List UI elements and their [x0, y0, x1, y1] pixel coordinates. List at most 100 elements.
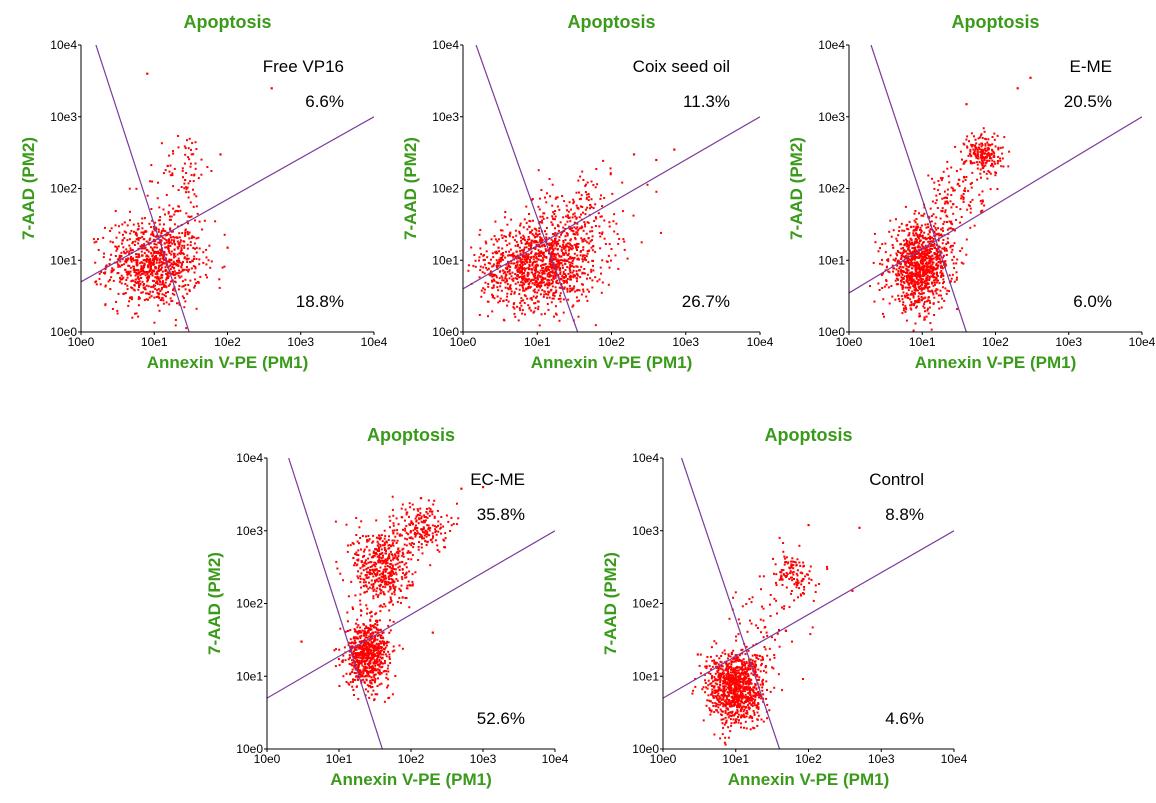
data-point-127: [932, 293, 935, 296]
data-point-1023: [569, 290, 572, 292]
data-point-508: [198, 258, 201, 261]
data-point-933: [393, 557, 396, 560]
data-point-367: [546, 284, 549, 287]
data-point-1122: [506, 268, 509, 271]
data-point-671: [370, 670, 373, 673]
data-point-627: [204, 273, 207, 276]
data-point-1137: [573, 212, 576, 215]
data-point-1172: [554, 210, 557, 212]
data-point-793: [392, 524, 395, 527]
data-point-59: [908, 279, 911, 282]
data-point-739: [895, 274, 898, 277]
data-point-860: [172, 274, 175, 276]
data-point-986: [921, 292, 924, 295]
chart-title: Apoptosis: [184, 12, 272, 32]
data-point-772: [890, 235, 893, 238]
data-point-1038: [378, 588, 381, 591]
data-point-449: [594, 324, 597, 327]
data-point-108: [520, 304, 523, 307]
data-point-145: [563, 280, 566, 282]
data-point-746: [197, 281, 200, 284]
data-point-831: [377, 580, 380, 583]
data-point-584: [374, 639, 377, 641]
data-point-951: [200, 158, 203, 161]
data-point-323: [599, 266, 602, 269]
data-point-1343: [565, 215, 568, 218]
data-point-202: [354, 629, 357, 632]
data-point-1257: [533, 227, 536, 230]
data-point-10: [389, 662, 392, 664]
data-point-676: [527, 278, 530, 281]
data-point-1034: [989, 188, 992, 191]
data-point-522: [567, 249, 570, 252]
data-point-887: [920, 299, 923, 302]
data-point-200: [354, 672, 357, 675]
y-tick-label: 10e4: [818, 38, 845, 52]
data-point-854: [904, 310, 907, 313]
data-point-54: [384, 660, 386, 662]
data-point-905: [189, 165, 192, 168]
data-point-574: [534, 260, 537, 263]
data-point-198: [512, 252, 515, 255]
data-point-753: [925, 282, 928, 285]
data-point-1048: [520, 267, 523, 270]
data-point-571: [364, 656, 367, 659]
data-point-476: [586, 288, 589, 291]
data-point-491: [486, 256, 489, 259]
data-point-1196: [987, 143, 990, 146]
data-point-1077: [367, 535, 370, 537]
data-point-1092: [986, 177, 989, 180]
data-point-1011: [146, 194, 149, 197]
data-point-990: [366, 571, 369, 574]
data-point-544: [912, 303, 915, 306]
data-point-1149: [600, 272, 602, 275]
data-point-380: [933, 268, 936, 271]
data-point-983: [377, 561, 380, 564]
data-point-370: [500, 258, 503, 261]
data-point-538: [361, 673, 364, 676]
data-point-836: [165, 301, 168, 304]
data-point-276: [895, 277, 898, 280]
data-point-135: [155, 252, 158, 255]
data-point-117: [910, 260, 913, 263]
data-point-499: [550, 282, 553, 285]
data-point-472: [376, 654, 379, 657]
data-point-479: [474, 259, 477, 262]
data-point-984: [408, 570, 411, 573]
data-point-538: [117, 263, 120, 266]
data-point-991: [925, 300, 928, 303]
data-point-211: [375, 642, 378, 645]
data-point-470: [370, 643, 373, 646]
data-point-309: [946, 221, 948, 223]
data-point-1009: [986, 147, 989, 150]
data-point-1007: [179, 261, 182, 264]
data-point-1323: [969, 207, 972, 210]
data-point-1166: [993, 154, 996, 157]
data-point-1364: [928, 251, 931, 254]
data-point-1199: [961, 158, 963, 161]
data-point-1312: [549, 195, 552, 198]
data-point-552: [202, 251, 205, 254]
data-point-732: [373, 588, 376, 591]
data-point-1040: [988, 171, 991, 174]
data-point-667: [914, 300, 916, 303]
data-point-1033: [388, 544, 391, 546]
data-point-719: [907, 246, 910, 249]
data-point-897: [942, 282, 944, 285]
data-point-1384: [601, 231, 604, 234]
data-point-439: [187, 215, 190, 218]
data-point-823: [349, 544, 352, 547]
data-point-207: [582, 272, 585, 275]
data-point-351: [372, 689, 375, 692]
data-point-977: [360, 572, 363, 575]
data-point-590: [924, 223, 927, 226]
data-point-864: [549, 273, 552, 276]
data-point-1302: [566, 253, 569, 256]
data-point-1164: [569, 244, 572, 246]
data-point-88: [496, 295, 499, 298]
data-point-571: [927, 286, 930, 289]
data-point-904: [168, 170, 171, 173]
data-point-24: [546, 265, 549, 268]
data-point-1038: [591, 279, 594, 282]
data-point-789: [576, 289, 579, 291]
